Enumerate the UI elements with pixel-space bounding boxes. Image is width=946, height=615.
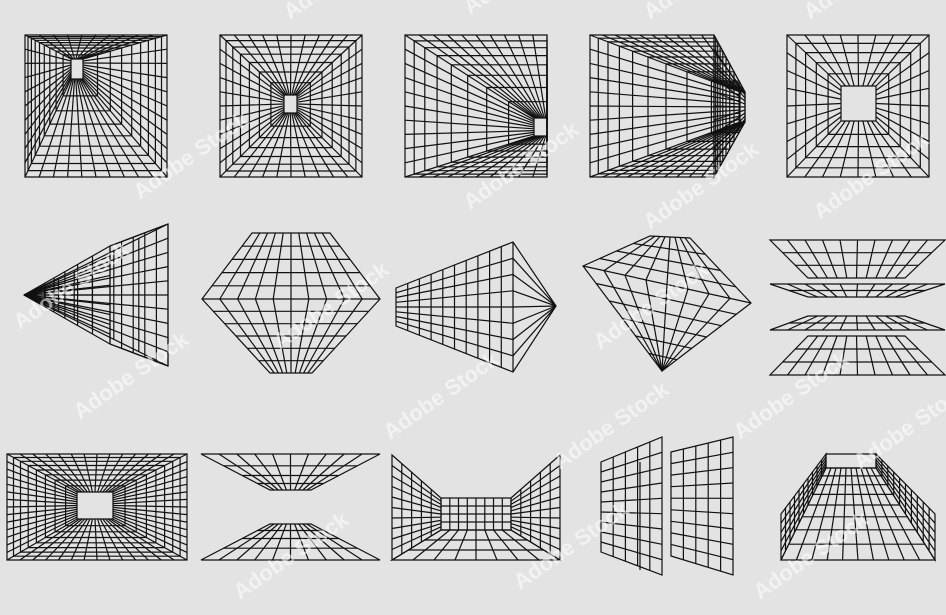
watermark-text: Adobe Stock <box>809 126 934 224</box>
grid-stacked-planes <box>768 239 946 376</box>
watermark-text: Adobe Stock <box>799 0 924 24</box>
watermark-text: Adobe Stock <box>459 0 584 19</box>
grid-diamond-tilted <box>582 235 752 372</box>
grid-pyramid-left <box>23 223 169 367</box>
grid-tunnel-square-large-window <box>786 34 930 178</box>
watermark-text: Adobe Stock <box>509 496 634 594</box>
watermark-text: Adobe Stock <box>639 0 764 24</box>
grid-tunnel-right-vanishing <box>404 34 548 178</box>
grid-tunnel-right-converging <box>589 34 746 180</box>
watermark-text: Adobe Stock <box>849 376 946 474</box>
grid-diamond-right <box>395 241 557 373</box>
watermark-text: Adobe Stock <box>9 236 134 334</box>
grid-tunnel-square-centered <box>219 34 363 178</box>
grid-tunnel-square-offcenter-left <box>24 34 168 178</box>
watermark-text: Adobe Stock <box>229 506 354 604</box>
watermark-text: Adobe Stock <box>379 346 504 444</box>
watermark-text: Adobe Stock <box>69 326 194 424</box>
grid-tunnel-wide <box>6 453 188 561</box>
watermark-text: Adobe Stock <box>279 0 404 24</box>
watermark-text: Adobe Stock <box>729 346 854 444</box>
grid-diamond-centered <box>201 232 381 374</box>
grid-standing-panels <box>600 436 734 576</box>
grid-room-open-front <box>389 453 563 562</box>
watermark-text: Adobe Stock <box>549 376 674 474</box>
grid-floor-ceiling-planes <box>200 453 381 561</box>
grid-shapes <box>6 34 946 576</box>
grid-corridor-open-top <box>780 452 937 563</box>
